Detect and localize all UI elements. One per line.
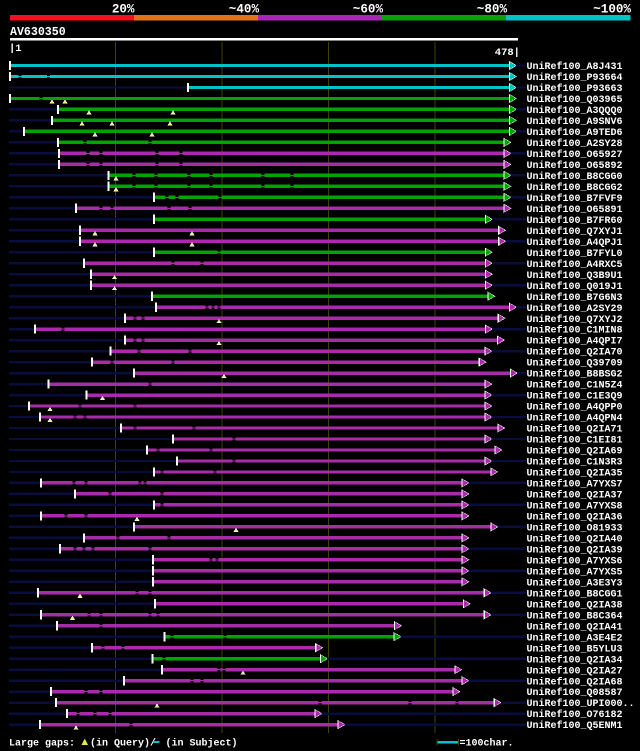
svg-text:UniRef100_O81933: UniRef100_O81933 — [527, 523, 623, 535]
svg-text:UniRef100_A3E3Y3: UniRef100_A3E3Y3 — [527, 577, 623, 589]
svg-text:UniRef100_Q019J1: UniRef100_Q019J1 — [527, 281, 623, 293]
svg-text:UniRef100_Q2IA69: UniRef100_Q2IA69 — [527, 446, 623, 458]
svg-text:UniRef100_A9SNV6: UniRef100_A9SNV6 — [527, 116, 623, 128]
svg-text:~100%: ~100% — [593, 3, 631, 17]
svg-text:UniRef100_Q03965: UniRef100_Q03965 — [527, 94, 623, 106]
svg-text:|1: |1 — [9, 43, 22, 55]
svg-text:UniRef100_Q7XYJ2: UniRef100_Q7XYJ2 — [527, 314, 623, 326]
svg-text:UniRef100_A2SY28: UniRef100_A2SY28 — [527, 138, 623, 150]
svg-text:UniRef100_Q3B9U1: UniRef100_Q3B9U1 — [527, 270, 623, 282]
svg-text:UniRef100_Q2IA40: UniRef100_Q2IA40 — [527, 534, 623, 546]
svg-text:UniRef100_B7FR60: UniRef100_B7FR60 — [527, 215, 623, 227]
svg-text:UniRef100_Q2IA36: UniRef100_Q2IA36 — [527, 512, 623, 524]
svg-text:UniRef100_B8CGG2: UniRef100_B8CGG2 — [527, 182, 623, 194]
svg-text:UniRef100_Q2IA38: UniRef100_Q2IA38 — [527, 599, 623, 611]
svg-text:UniRef100_A4QPN4: UniRef100_A4QPN4 — [527, 413, 623, 425]
svg-text:UniRef100_Q2IA27: UniRef100_Q2IA27 — [527, 665, 623, 677]
svg-text:UniRef100_O65927: UniRef100_O65927 — [527, 149, 623, 161]
svg-text:UniRef100_O76182: UniRef100_O76182 — [527, 709, 623, 721]
svg-text:UniRef100_A7YXS5: UniRef100_A7YXS5 — [527, 566, 623, 578]
svg-text:UniRef100_O65891: UniRef100_O65891 — [527, 204, 623, 216]
svg-text:(in Subject): (in Subject) — [166, 738, 238, 750]
svg-text:UniRef100_A4RXC5: UniRef100_A4RXC5 — [527, 259, 623, 271]
svg-text:UniRef100_C1N5Z4: UniRef100_C1N5Z4 — [527, 380, 623, 392]
svg-text:UniRef100_C1E3Q9: UniRef100_C1E3Q9 — [527, 391, 623, 403]
svg-text:UniRef100_Q2IA71: UniRef100_Q2IA71 — [527, 424, 623, 436]
svg-text:UniRef100_B5YLU3: UniRef100_B5YLU3 — [527, 643, 623, 655]
svg-text:UniRef100_A7YXS8: UniRef100_A7YXS8 — [527, 501, 623, 513]
svg-text:478|: 478| — [495, 47, 520, 59]
svg-text:UniRef100_A4QPJ1: UniRef100_A4QPJ1 — [527, 237, 623, 249]
svg-text:=100char.: =100char. — [460, 738, 514, 750]
svg-text:UniRef100_B7G6N3: UniRef100_B7G6N3 — [527, 292, 623, 304]
svg-text:~80%: ~80% — [477, 3, 508, 17]
svg-text:UniRef100_Q2IA70: UniRef100_Q2IA70 — [527, 347, 623, 359]
svg-text:UniRef100_A7YXS7: UniRef100_A7YXS7 — [527, 479, 623, 491]
svg-text:UniRef100_A8J431: UniRef100_A8J431 — [527, 61, 623, 73]
svg-text:UniRef100_B8CGG1: UniRef100_B8CGG1 — [527, 588, 623, 600]
svg-text:(in Query)/: (in Query)/ — [90, 738, 156, 750]
svg-text:UniRef100_A4QPI7: UniRef100_A4QPI7 — [527, 336, 623, 348]
svg-text:UniRef100_O65892: UniRef100_O65892 — [527, 160, 623, 172]
svg-text:UniRef100_Q7XYJ1: UniRef100_Q7XYJ1 — [527, 226, 623, 238]
svg-text:UniRef100_Q08587: UniRef100_Q08587 — [527, 687, 623, 699]
svg-text:UniRef100_A4QPP0: UniRef100_A4QPP0 — [527, 402, 623, 414]
svg-text:UniRef100_C1MIN8: UniRef100_C1MIN8 — [527, 325, 623, 337]
svg-text:UniRef100_C1EI81: UniRef100_C1EI81 — [527, 435, 623, 447]
svg-text:UniRef100_Q5ENM1: UniRef100_Q5ENM1 — [527, 720, 623, 732]
svg-text:AV630350: AV630350 — [10, 26, 66, 39]
svg-text:UniRef100_Q39709: UniRef100_Q39709 — [527, 358, 623, 370]
svg-text:UniRef100_Q2IA34: UniRef100_Q2IA34 — [527, 654, 623, 666]
svg-text:UniRef100_P93664: UniRef100_P93664 — [527, 72, 623, 84]
svg-text:Large gaps:: Large gaps: — [9, 739, 75, 750]
svg-text:~60%: ~60% — [353, 3, 384, 17]
svg-text:~40%: ~40% — [229, 3, 260, 17]
svg-text:UniRef100_Q2IA35: UniRef100_Q2IA35 — [527, 468, 623, 480]
svg-text:UniRef100_C1N3R3: UniRef100_C1N3R3 — [527, 457, 623, 469]
svg-text:UniRef100_Q2IA39: UniRef100_Q2IA39 — [527, 544, 623, 556]
svg-text:UniRef100_B7FVF9: UniRef100_B7FVF9 — [527, 193, 623, 205]
svg-text:UniRef100_A9TED6: UniRef100_A9TED6 — [527, 127, 623, 139]
svg-text:UniRef100_B8C364: UniRef100_B8C364 — [527, 610, 623, 622]
svg-text:UniRef100_Q2IA68: UniRef100_Q2IA68 — [527, 676, 623, 688]
svg-text:UniRef100_A3QQQ0: UniRef100_A3QQQ0 — [527, 105, 623, 117]
svg-text:UniRef100_Q2IA41: UniRef100_Q2IA41 — [527, 621, 623, 633]
svg-text:UniRef100_A2SY29: UniRef100_A2SY29 — [527, 303, 623, 315]
svg-text:UniRef100_A7YXS6: UniRef100_A7YXS6 — [527, 555, 623, 567]
svg-text:UniRef100_B8CGG0: UniRef100_B8CGG0 — [527, 171, 623, 183]
svg-text:UniRef100_B7FYL0: UniRef100_B7FYL0 — [527, 248, 623, 260]
svg-text:20%: 20% — [112, 3, 135, 17]
svg-text:UniRef100_Q2IA37: UniRef100_Q2IA37 — [527, 490, 623, 502]
svg-text:UniRef100_UPI000..: UniRef100_UPI000.. — [527, 698, 635, 710]
svg-text:UniRef100_B8BSG2: UniRef100_B8BSG2 — [527, 369, 623, 381]
svg-text:UniRef100_P93663: UniRef100_P93663 — [527, 83, 623, 95]
svg-text:UniRef100_A3E4E2: UniRef100_A3E4E2 — [527, 632, 623, 644]
